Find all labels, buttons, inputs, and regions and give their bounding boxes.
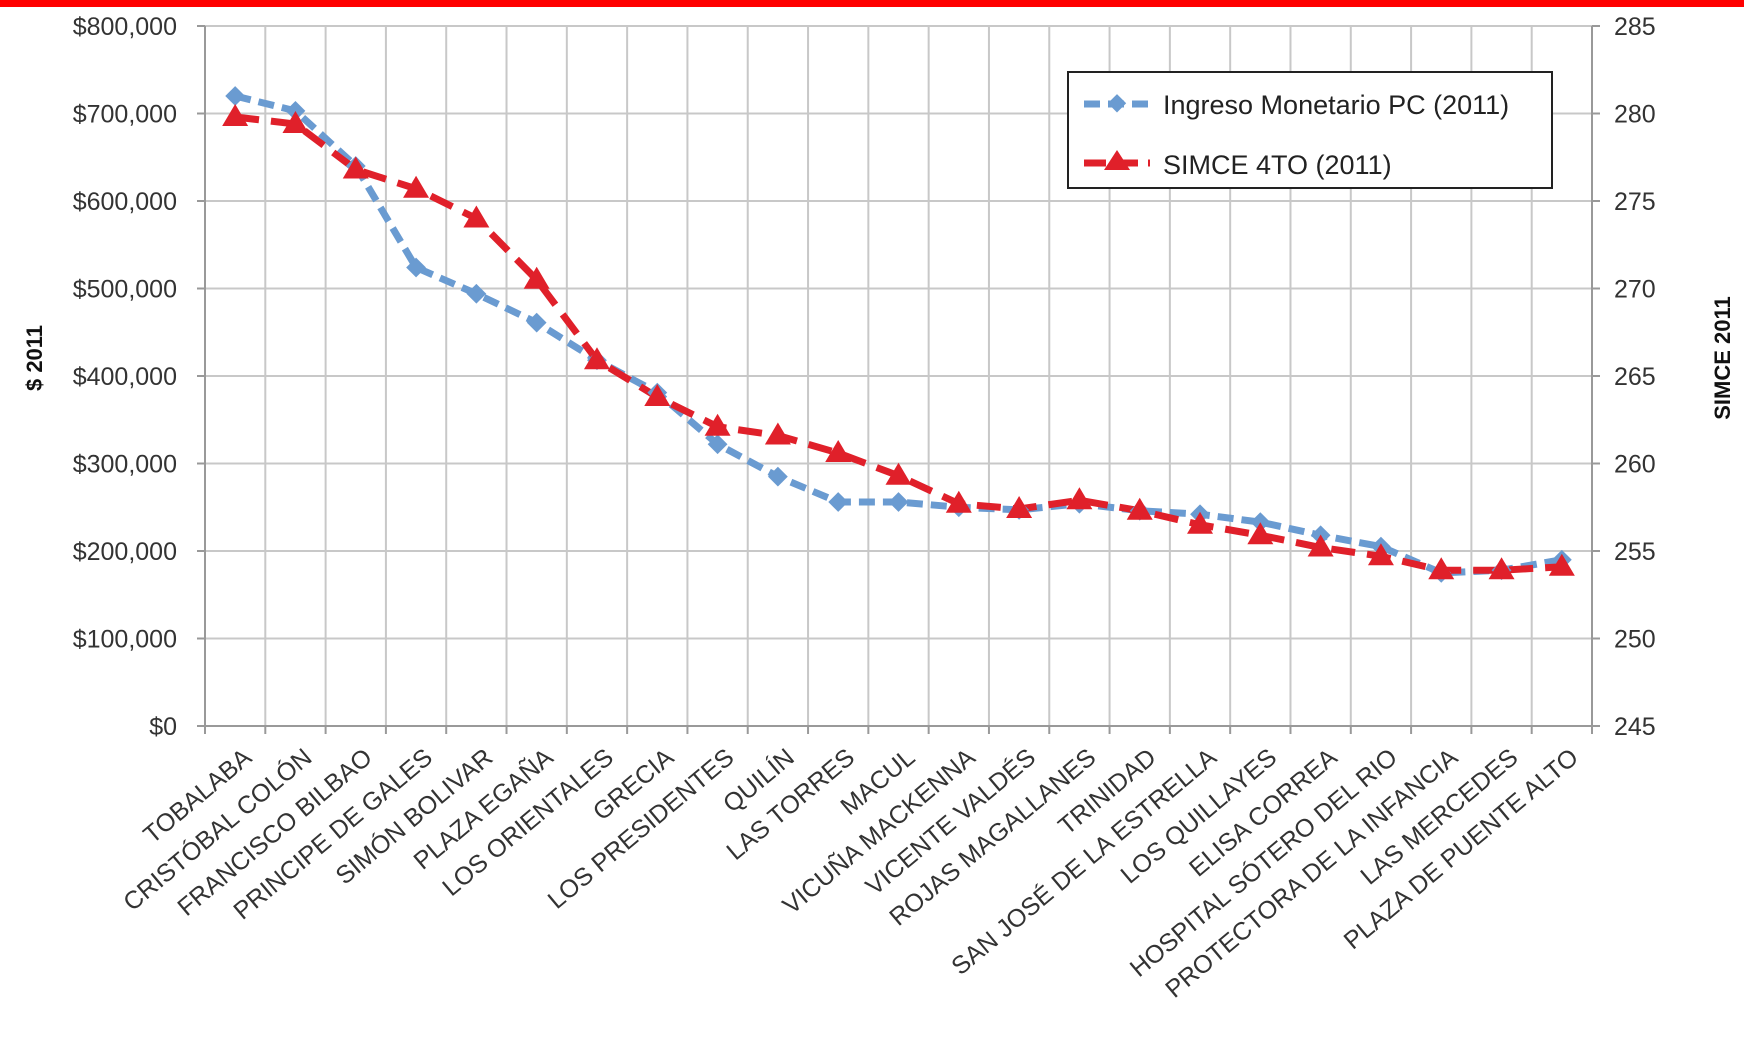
y-left-tick-label: $300,000 <box>73 451 177 479</box>
simce-point <box>1247 522 1274 545</box>
y-left-tick-label: $500,000 <box>73 276 177 304</box>
income-point <box>466 283 487 304</box>
y-left-tick-label: $600,000 <box>73 188 177 216</box>
income-point <box>707 434 728 455</box>
income-point <box>285 100 306 121</box>
simce-point <box>523 266 550 289</box>
simce-point <box>764 422 791 445</box>
simce-point <box>1367 543 1394 566</box>
simce-point <box>885 462 912 485</box>
y-left-tick-label: $200,000 <box>73 538 177 566</box>
legend-box <box>1067 71 1553 189</box>
y-right-tick-label: 275 <box>1614 188 1656 216</box>
y-right-tick-label: 280 <box>1614 101 1656 129</box>
series-layer <box>222 86 1575 583</box>
income-point <box>225 86 246 106</box>
y-right-tick-label: 285 <box>1614 13 1656 41</box>
y-left-tick-label: $400,000 <box>73 363 177 391</box>
simce-point <box>222 104 249 126</box>
y-left-tick-label: $0 <box>149 713 177 741</box>
y-right-tick-label: 245 <box>1614 713 1656 741</box>
y-left-tick-label: $100,000 <box>73 626 177 654</box>
legend-income-label: Ingreso Monetario PC (2011) <box>1163 90 1509 120</box>
simce-point <box>583 347 610 370</box>
top-red-bar <box>0 0 1744 7</box>
legend-income-marker <box>1107 94 1127 113</box>
simce-point <box>1126 497 1153 520</box>
y-left-tick-label: $700,000 <box>73 101 177 129</box>
simce-point <box>644 384 671 406</box>
y-axis-right-title: SIMCE 2011 <box>1710 296 1735 420</box>
y-right-tick-label: 255 <box>1614 538 1656 566</box>
y-right-tick-label: 270 <box>1614 276 1656 304</box>
simce-point <box>1006 496 1033 518</box>
simce-point <box>282 111 309 133</box>
simce-point <box>403 175 430 198</box>
legend: Ingreso Monetario PC (2011) SIMCE 4TO (2… <box>1067 71 1553 189</box>
legend-simce-marker <box>1104 150 1130 170</box>
income-point <box>526 312 547 333</box>
simce-point <box>342 156 369 179</box>
income-point <box>888 492 909 512</box>
income-point <box>406 257 426 278</box>
axes <box>197 25 1600 734</box>
y-axis-left-title: $ 2011 <box>22 325 47 391</box>
simce-point <box>1066 487 1093 510</box>
legend-item-simce: SIMCE 4TO (2011) <box>1084 150 1392 180</box>
y-right-tick-label: 260 <box>1614 451 1656 479</box>
simce-point <box>945 490 972 513</box>
legend-simce-label: SIMCE 4TO (2011) <box>1163 150 1392 180</box>
y-right-tick-label: 265 <box>1614 363 1656 391</box>
simce-point <box>463 205 490 228</box>
simce-point <box>825 440 852 462</box>
simce-point <box>704 413 731 436</box>
simce-point <box>1488 557 1515 580</box>
simce-point <box>1307 534 1334 557</box>
simce-point <box>1428 557 1455 580</box>
y-right-tick-label: 250 <box>1614 626 1656 654</box>
simce-point <box>1548 553 1575 576</box>
income-point <box>767 466 788 487</box>
income-point <box>1250 512 1271 533</box>
y-left-tick-label: $800,000 <box>73 13 177 41</box>
income-point <box>828 492 849 512</box>
legend-item-income: Ingreso Monetario PC (2011) <box>1084 90 1509 120</box>
simce-point <box>1187 511 1214 534</box>
